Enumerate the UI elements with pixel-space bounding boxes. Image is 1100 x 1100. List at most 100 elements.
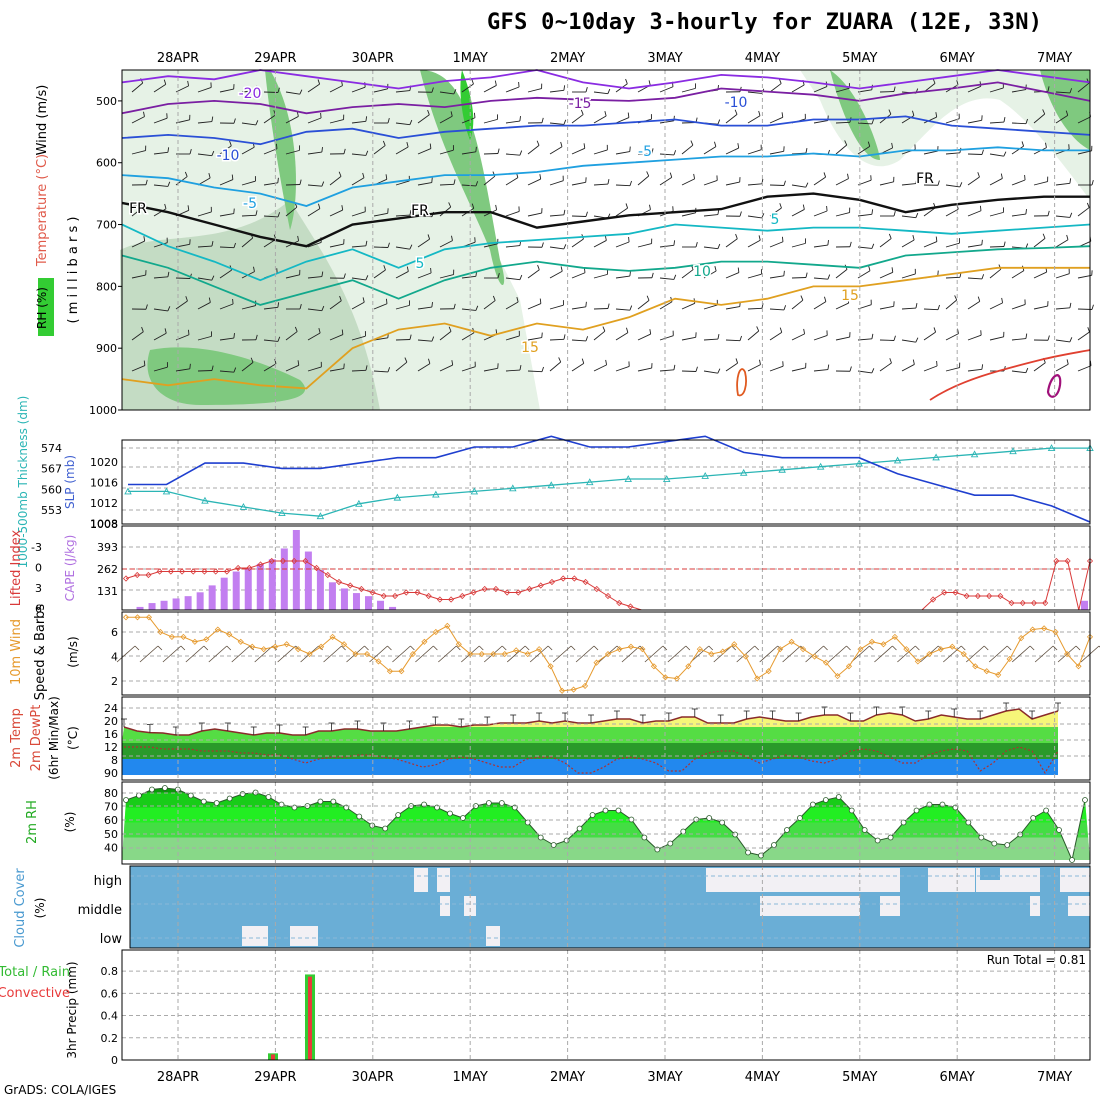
wind-barb-flag <box>277 177 279 183</box>
wind-barb <box>417 182 432 186</box>
wind-barb-flag <box>868 265 871 271</box>
wind-barb <box>395 214 410 217</box>
lifted-index-point <box>279 557 286 565</box>
wind10-barb <box>139 645 159 663</box>
wind-barb <box>659 120 674 124</box>
precip-axis-label: 3hr Precip (mm) <box>65 961 79 1058</box>
wind-barb <box>175 368 190 372</box>
wind-barb <box>813 335 828 341</box>
slp-tick-label: 1016 <box>90 477 118 490</box>
cloud-axis-label: Cloud Cover <box>13 868 28 948</box>
temp-tick-label: 16 <box>104 728 118 741</box>
wind-barb-flag <box>558 357 562 363</box>
rh2m-unit-label: (%) <box>63 812 77 833</box>
wind10-speed-point <box>283 641 290 648</box>
wind10-barb-flag <box>731 645 737 651</box>
wind10-barb <box>506 645 526 663</box>
li-tick-label: 6 <box>35 603 42 616</box>
wind10-barb <box>874 645 893 663</box>
wind-barb-flag <box>891 267 894 273</box>
wind10-speed-point <box>754 675 761 682</box>
wind-barb-flag <box>563 334 566 340</box>
wind-barb <box>1011 304 1026 310</box>
rh2m-point <box>278 801 285 808</box>
wind-barb <box>769 116 783 124</box>
rh2m-point <box>213 800 220 806</box>
wind-barb <box>263 306 278 310</box>
wind-barb <box>1077 207 1090 217</box>
rh-dark-area <box>147 347 306 405</box>
wind-barb-flag <box>1021 141 1025 147</box>
wind-barb-flag <box>912 359 915 365</box>
wind-barb <box>923 241 938 248</box>
rh2m-point <box>460 815 466 821</box>
wind-barb-flag <box>893 211 896 217</box>
wind10-speed-point <box>237 638 244 645</box>
wind-barb <box>1033 238 1046 248</box>
wind-barb <box>923 365 938 372</box>
isotherm-line <box>121 81 1091 115</box>
wind-barb <box>527 145 540 155</box>
wind-barb <box>571 306 586 310</box>
wind10-barb-flag <box>203 645 209 651</box>
thickness-point <box>316 512 325 520</box>
wind10-speed-point <box>662 674 669 681</box>
wind-barb-flag <box>805 182 809 188</box>
wind10-speed-point <box>983 668 990 675</box>
wind-barb <box>615 151 630 155</box>
credit-label: GrADS: COLA/IGES <box>4 1083 117 1097</box>
wind10-speed-point <box>306 650 313 658</box>
wind-barb-flag <box>431 302 433 308</box>
wind10-barb-flag <box>157 645 163 651</box>
wind10-speed-point <box>891 633 898 640</box>
rh2m-tick-label: 40 <box>104 841 118 854</box>
rh2m-tick-label: 70 <box>104 801 118 814</box>
wind-barb <box>197 277 212 281</box>
wind-barb <box>945 367 960 372</box>
wind-barb <box>857 338 872 341</box>
wind-barb-flag <box>453 179 456 185</box>
wind-barb-flag <box>1086 202 1090 208</box>
wind-barb-flag <box>382 140 386 146</box>
wind-barb-flag <box>516 297 519 303</box>
wind-barb <box>1055 215 1070 218</box>
wind-barb-flag <box>607 179 610 185</box>
wind-barb <box>989 268 1002 279</box>
wind-barb-flag <box>915 212 919 218</box>
wind-barb-flag <box>805 148 808 154</box>
lifted-index-point <box>235 564 242 572</box>
wind-barb <box>153 366 168 372</box>
wind-barb <box>1033 362 1046 372</box>
isotherm-label: 15 <box>521 340 539 356</box>
wind-barb <box>351 86 366 93</box>
wind10-speed-point <box>122 614 130 621</box>
wind-barb <box>131 82 144 93</box>
wind-barb-flag <box>627 112 630 118</box>
wind10-speed-point <box>742 653 749 660</box>
wind10-speed-point <box>501 650 508 658</box>
thickness-point <box>624 475 632 482</box>
wind-barb <box>439 115 453 124</box>
lifted-index-line <box>125 560 1091 611</box>
precip-tick-label: 0 <box>111 1054 118 1067</box>
wind-barb <box>703 304 718 310</box>
wind-barb <box>1011 179 1026 186</box>
wind-barb-flag <box>387 367 391 373</box>
wind-barb-flag <box>735 358 739 364</box>
wind-barb <box>395 180 410 186</box>
wind-barb <box>747 364 761 372</box>
wind-barb-flag <box>541 117 544 123</box>
lifted-index-point <box>414 589 421 596</box>
slp-series-line <box>128 435 1091 523</box>
wind-barb-flag <box>717 119 721 125</box>
wind-barb <box>747 330 760 341</box>
wind-barb <box>153 151 168 155</box>
lifted-index-point <box>481 585 488 593</box>
wind-barb <box>285 331 298 341</box>
rh2m-point <box>550 842 557 848</box>
wind-barb <box>967 119 982 124</box>
wind-barb <box>219 213 234 217</box>
thickness-point <box>932 453 940 461</box>
rh2m-point <box>239 791 246 797</box>
wind-barb-flag <box>250 357 254 363</box>
